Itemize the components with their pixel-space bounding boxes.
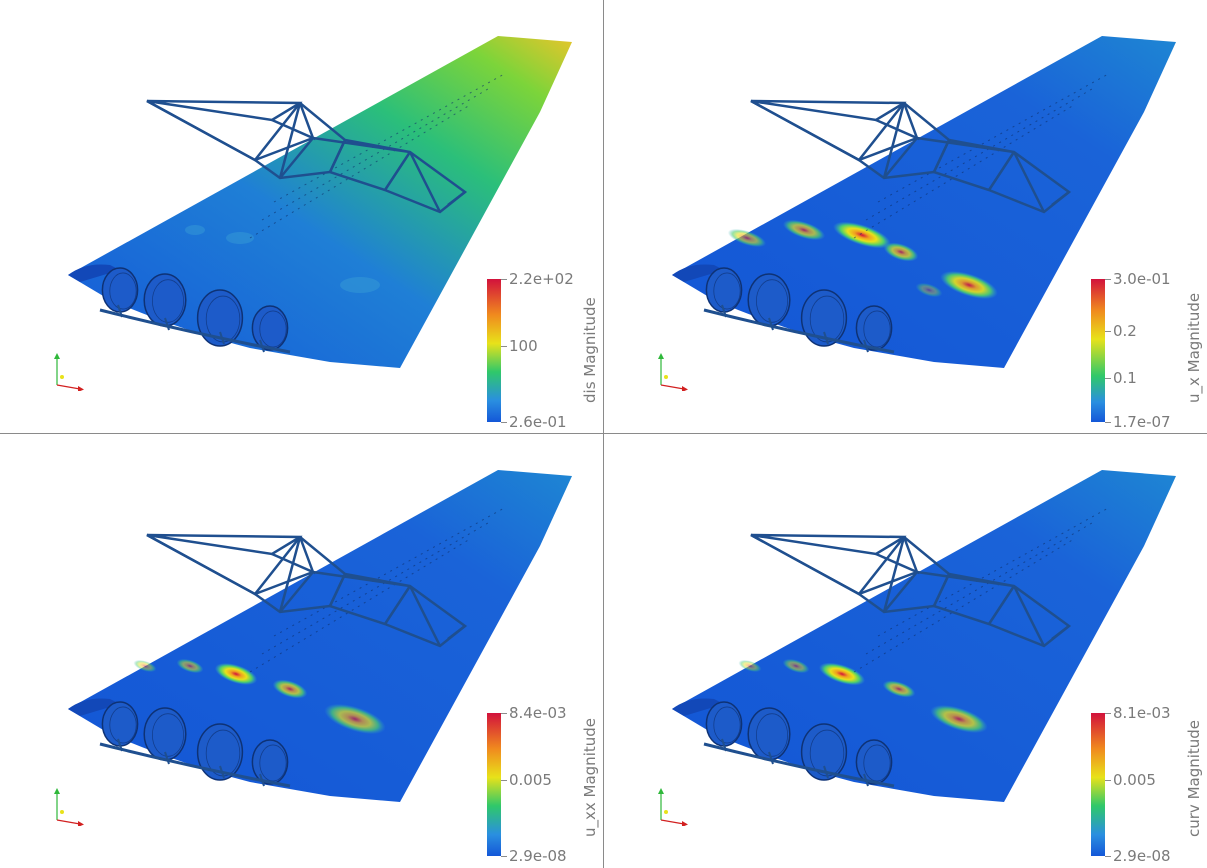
colorbar-mid-label: 100 — [509, 337, 538, 355]
colorbar-tick — [1105, 780, 1111, 781]
colorbar[interactable] — [1091, 279, 1105, 422]
render-view-dis[interactable]: 2.2e+02 100 2.6e-01 dis Magnitude — [0, 0, 603, 433]
wing-render[interactable] — [604, 0, 1207, 433]
engine-nacelle — [251, 739, 289, 785]
colorbar-tick — [1105, 378, 1111, 379]
hot-spot — [324, 703, 386, 735]
colorbar-tick — [501, 856, 507, 857]
colorbar-title: u_x Magnitude — [1185, 292, 1203, 403]
truss-frame — [146, 99, 468, 214]
render-view-curv[interactable]: 8.1e-03 0.005 2.9e-08 curv Magnitude — [604, 434, 1207, 868]
hot-spot — [819, 662, 865, 686]
colorbar-tick — [1105, 331, 1111, 332]
colorbar-tick — [1105, 422, 1111, 423]
view-divider-vertical[interactable] — [603, 0, 604, 868]
colorbar-max-label: 8.1e-03 — [1113, 704, 1171, 722]
hot-spot — [883, 242, 919, 262]
hot-spot — [882, 680, 916, 698]
wing-render[interactable] — [0, 434, 603, 868]
wing-render[interactable] — [0, 0, 603, 433]
colorbar-tick — [501, 780, 507, 781]
orientation-axes-icon — [54, 353, 84, 391]
colorbar-max-label: 2.2e+02 — [509, 270, 574, 288]
orientation-axes-icon — [658, 353, 688, 391]
hot-spot — [930, 705, 988, 733]
view-divider-horizontal[interactable] — [0, 433, 1207, 434]
colorbar-mid-label: 0.1 — [1113, 369, 1137, 387]
colorbar-tick — [501, 346, 507, 347]
hot-spot — [782, 219, 826, 241]
wing-render[interactable] — [604, 434, 1207, 868]
truss-frame — [750, 533, 1072, 648]
engine-nacelle — [251, 305, 289, 351]
hot-spot — [738, 659, 762, 673]
colorbar[interactable] — [487, 713, 501, 856]
hot-spot — [272, 679, 308, 699]
colorbar-min-label: 2.9e-08 — [1113, 847, 1171, 865]
engine-nacelle — [705, 267, 743, 313]
truss-frame — [750, 99, 1072, 214]
colorbar-tick — [1105, 713, 1111, 714]
orientation-axes-icon — [658, 788, 688, 826]
hot-spot — [782, 658, 810, 674]
colorbar-title: curv Magnitude — [1185, 719, 1203, 837]
hot-spot — [915, 282, 943, 298]
colorbar-max-label: 3.0e-01 — [1113, 270, 1171, 288]
colorbar-tick — [501, 279, 507, 280]
hot-spot — [133, 659, 157, 673]
colorbar-title: dis Magnitude — [581, 297, 599, 403]
hot-spot — [214, 663, 258, 685]
hot-spot — [833, 221, 891, 249]
colorbar-min-label: 1.7e-07 — [1113, 413, 1171, 431]
colorbar-min-label: 2.9e-08 — [509, 847, 567, 865]
engine-nacelle — [855, 739, 893, 785]
colorbar[interactable] — [1091, 713, 1105, 856]
render-view-u-xx[interactable]: 8.4e-03 0.005 2.9e-08 u_xx Magnitude — [0, 434, 603, 868]
colorbar-tick — [1105, 856, 1111, 857]
hot-spot — [940, 271, 998, 299]
render-view-u-x[interactable]: 3.0e-01 0.2 0.1 1.7e-07 u_x Magnitude — [604, 0, 1207, 433]
colorbar-title: u_xx Magnitude — [581, 718, 599, 837]
colorbar-mid-label: 0.005 — [509, 771, 552, 789]
colorbar-max-label: 8.4e-03 — [509, 704, 567, 722]
engine-nacelle — [705, 701, 743, 747]
colorbar-tick — [501, 713, 507, 714]
hot-spot — [727, 228, 767, 248]
wing-surface — [68, 470, 572, 802]
truss-frame — [146, 533, 468, 648]
wing-surface — [672, 36, 1176, 368]
wing-surface — [68, 36, 572, 368]
colorbar-min-label: 2.6e-01 — [509, 413, 567, 431]
colorbar-tick — [501, 422, 507, 423]
wing-surface — [672, 470, 1176, 802]
colorbar-tick — [1105, 279, 1111, 280]
hot-spot — [176, 658, 204, 674]
colorbar-mid-label: 0.2 — [1113, 322, 1137, 340]
colorbar[interactable] — [487, 279, 501, 422]
engine-nacelle — [855, 305, 893, 351]
orientation-axes-icon — [54, 788, 84, 826]
engine-nacelle — [101, 701, 139, 747]
engine-nacelle — [101, 267, 139, 313]
colorbar-mid-label: 0.005 — [1113, 771, 1156, 789]
